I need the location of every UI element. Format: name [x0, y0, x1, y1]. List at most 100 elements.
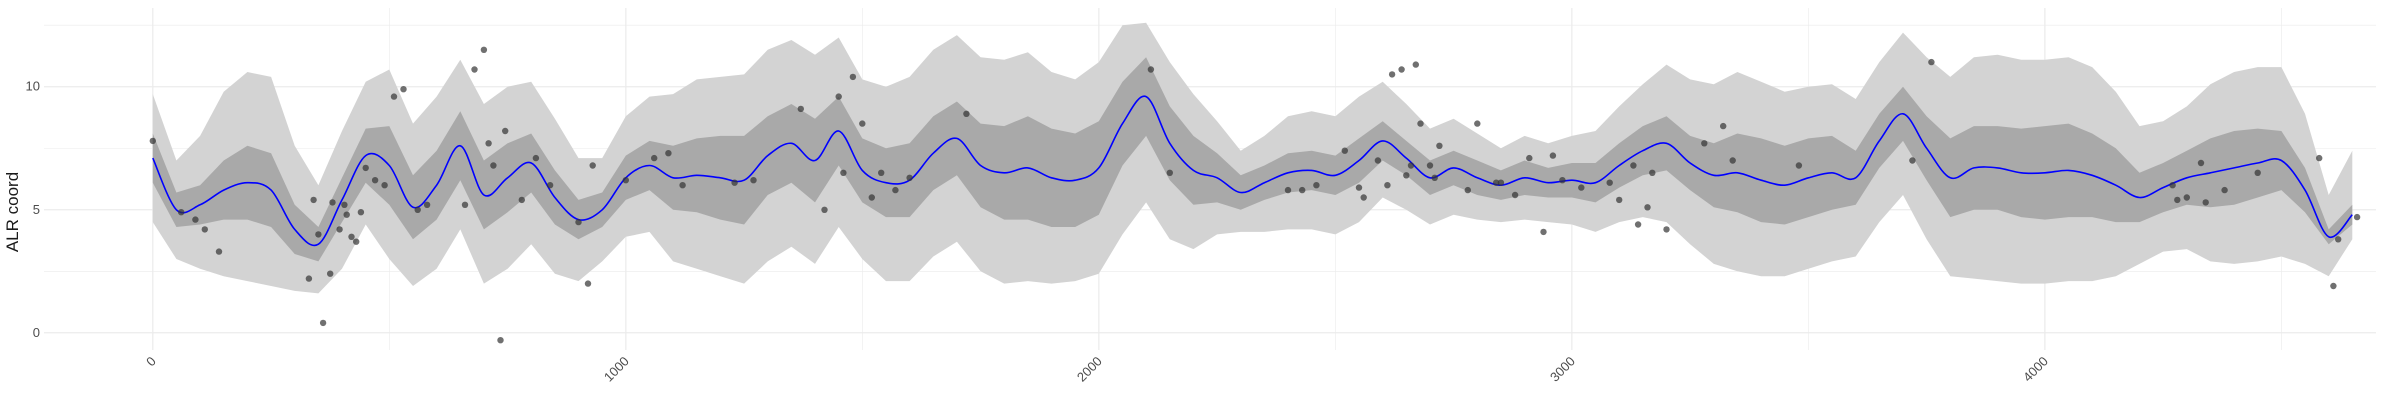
data-point [353, 238, 360, 245]
data-point [532, 154, 540, 162]
data-point [348, 233, 355, 240]
data-point [2316, 154, 2323, 162]
data-point [305, 275, 313, 282]
data-point [471, 66, 478, 73]
y-tick-labels: 0 5 10 [26, 79, 40, 340]
data-point [461, 201, 469, 208]
outer-confidence-band [152, 22, 2353, 294]
data-point [1374, 157, 1382, 164]
data-point [1417, 120, 1424, 127]
data-point [1795, 162, 1803, 169]
data-point [821, 206, 828, 213]
data-point [1701, 140, 1708, 147]
data-point [1299, 186, 1306, 194]
data-point [1634, 221, 1642, 228]
data-point [1426, 162, 1434, 169]
data-point [2197, 159, 2205, 167]
data-point [2254, 169, 2261, 176]
data-point [2202, 199, 2209, 206]
data-point [1398, 66, 1405, 73]
data-point [2353, 213, 2361, 221]
x-tick-label: 0 [143, 354, 159, 370]
data-point [1355, 184, 1363, 191]
x-tick-label: 2000 [1074, 354, 1105, 385]
data-point [1464, 186, 1472, 194]
inner-confidence-band [152, 57, 2353, 262]
data-point [731, 179, 738, 186]
data-point [1407, 162, 1415, 169]
data-point [497, 337, 504, 344]
data-point [1497, 179, 1505, 186]
data-point [1729, 157, 1736, 164]
data-point [589, 162, 596, 169]
data-point [1341, 147, 1349, 154]
data-point [1616, 196, 1623, 204]
data-point [362, 164, 369, 172]
data-point [665, 150, 672, 157]
y-axis-title: ALR coord [3, 172, 22, 252]
data-point [1147, 66, 1155, 73]
data-point [797, 105, 804, 113]
data-point [327, 270, 334, 277]
data-point [1313, 182, 1320, 189]
data-point [963, 110, 970, 118]
data-point [1928, 58, 1935, 66]
data-point [1511, 191, 1519, 199]
data-point [192, 216, 199, 223]
data-point [1649, 169, 1656, 176]
data-point [315, 231, 322, 238]
data-point [336, 226, 343, 233]
data-point [2335, 236, 2342, 243]
data-point [381, 182, 388, 189]
data-point [2174, 196, 2181, 204]
data-point [1578, 184, 1585, 191]
y-tick-label: 0 [33, 325, 40, 340]
data-point [868, 194, 875, 201]
y-tick-label: 5 [33, 202, 40, 217]
x-tick-label: 3000 [1547, 354, 1578, 385]
data-point [423, 201, 431, 208]
data-point [651, 154, 658, 162]
data-point [1474, 120, 1481, 127]
data-point [849, 73, 857, 81]
data-point [878, 169, 885, 176]
data-point [840, 169, 847, 176]
data-point [1384, 182, 1391, 189]
x-tick-labels: 0 1000 2000 3000 4000 [143, 354, 2051, 385]
data-point [319, 319, 327, 327]
data-point [1559, 177, 1566, 184]
data-point [1606, 179, 1613, 186]
data-point [390, 93, 398, 100]
data-point [679, 182, 686, 189]
data-point [1284, 186, 1292, 194]
data-point [371, 177, 379, 184]
data-point [1630, 162, 1637, 169]
data-point [480, 46, 488, 53]
data-point [1526, 154, 1533, 162]
y-tick-label: 10 [26, 79, 40, 94]
data-point [1412, 61, 1420, 68]
data-point [357, 209, 365, 216]
data-point [1360, 194, 1367, 201]
data-point [518, 196, 525, 204]
data-point [1663, 226, 1670, 233]
data-point [1644, 204, 1651, 211]
data-point [622, 177, 629, 184]
data-point [2221, 186, 2228, 194]
data-point [906, 174, 913, 181]
data-point [750, 177, 757, 184]
data-point [2330, 282, 2337, 290]
data-point [149, 137, 156, 145]
data-point [178, 209, 185, 216]
data-point [2183, 194, 2190, 201]
data-point [1436, 142, 1443, 149]
x-tick-label: 1000 [601, 354, 632, 385]
data-point [575, 218, 582, 226]
data-point [1431, 174, 1438, 181]
data-point [485, 140, 492, 147]
data-point [546, 182, 554, 189]
data-point [1909, 157, 1916, 164]
mean-line [152, 95, 2353, 247]
data-point [1720, 122, 1727, 130]
